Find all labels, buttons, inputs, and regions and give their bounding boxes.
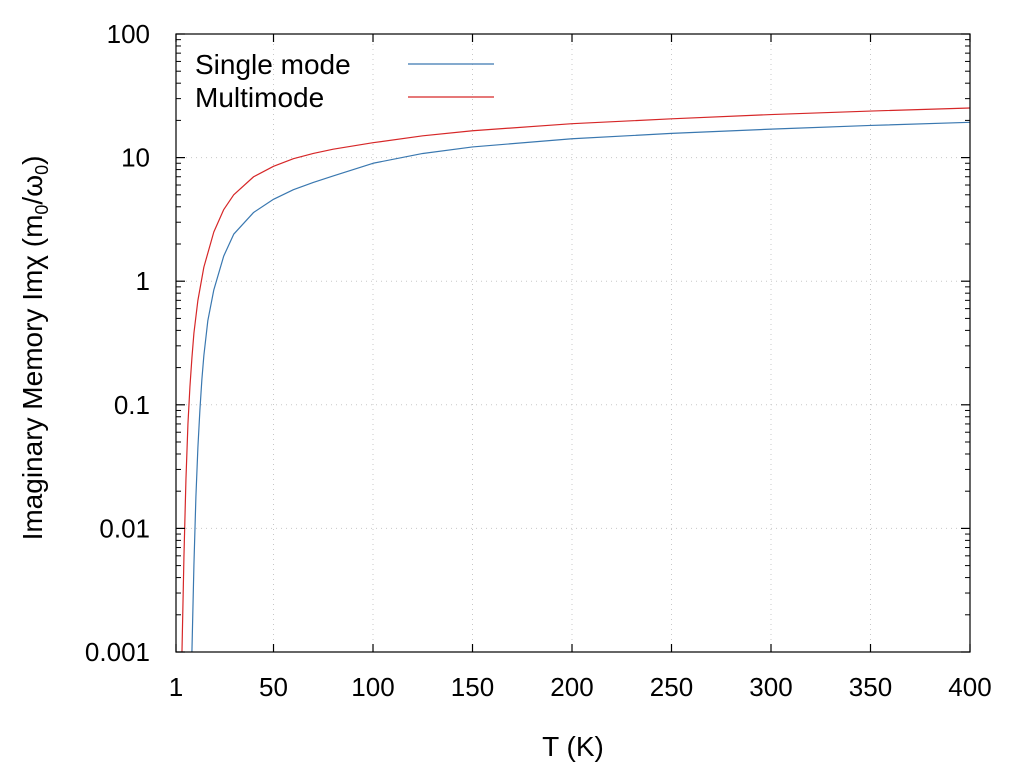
- x-tick-label: 400: [948, 672, 991, 702]
- x-tick-label: 350: [849, 672, 892, 702]
- y-axis-title-sub2: 0: [32, 165, 52, 175]
- y-tick-label: 100: [107, 19, 150, 49]
- legend-label-multimode: Multimode: [195, 82, 324, 113]
- y-axis-title-sub1: 0: [32, 205, 52, 215]
- y-axis-title-suffix: ): [17, 156, 48, 165]
- x-axis-title: T (K): [542, 731, 604, 762]
- legend: Single mode Multimode: [195, 49, 494, 113]
- y-axis-title: Imaginary Memory Imχ (m0/ω0): [17, 156, 52, 541]
- x-tick-label: 50: [259, 672, 288, 702]
- x-tick-label: 200: [550, 672, 593, 702]
- x-tick-label: 250: [650, 672, 693, 702]
- axis-ticks: [175, 33, 971, 653]
- x-tick-label: 100: [351, 672, 394, 702]
- x-tick-label: 150: [451, 672, 494, 702]
- series-line-single-mode: [191, 121, 971, 653]
- x-tick-label: 1: [169, 672, 183, 702]
- y-tick-label: 0.1: [114, 390, 150, 420]
- grid: [176, 34, 970, 652]
- tick-labels: 1 50 100 150 200 250 300 350 4000.0010.010.11101…: [85, 19, 992, 702]
- y-tick-label: 0.001: [85, 637, 150, 667]
- y-tick-label: 0.01: [99, 513, 150, 543]
- x-tick-label: 300: [749, 672, 792, 702]
- y-tick-label: 1: [136, 266, 150, 296]
- series-line-multimode: [181, 107, 971, 653]
- y-axis-title-middle: /ω: [17, 175, 48, 205]
- y-axis-title-prefix: Imaginary Memory Imχ (m: [17, 215, 48, 541]
- legend-label-single-mode: Single mode: [195, 49, 351, 80]
- plot-frame: [175, 33, 971, 653]
- y-tick-label: 10: [121, 143, 150, 173]
- series-lines: [181, 107, 971, 653]
